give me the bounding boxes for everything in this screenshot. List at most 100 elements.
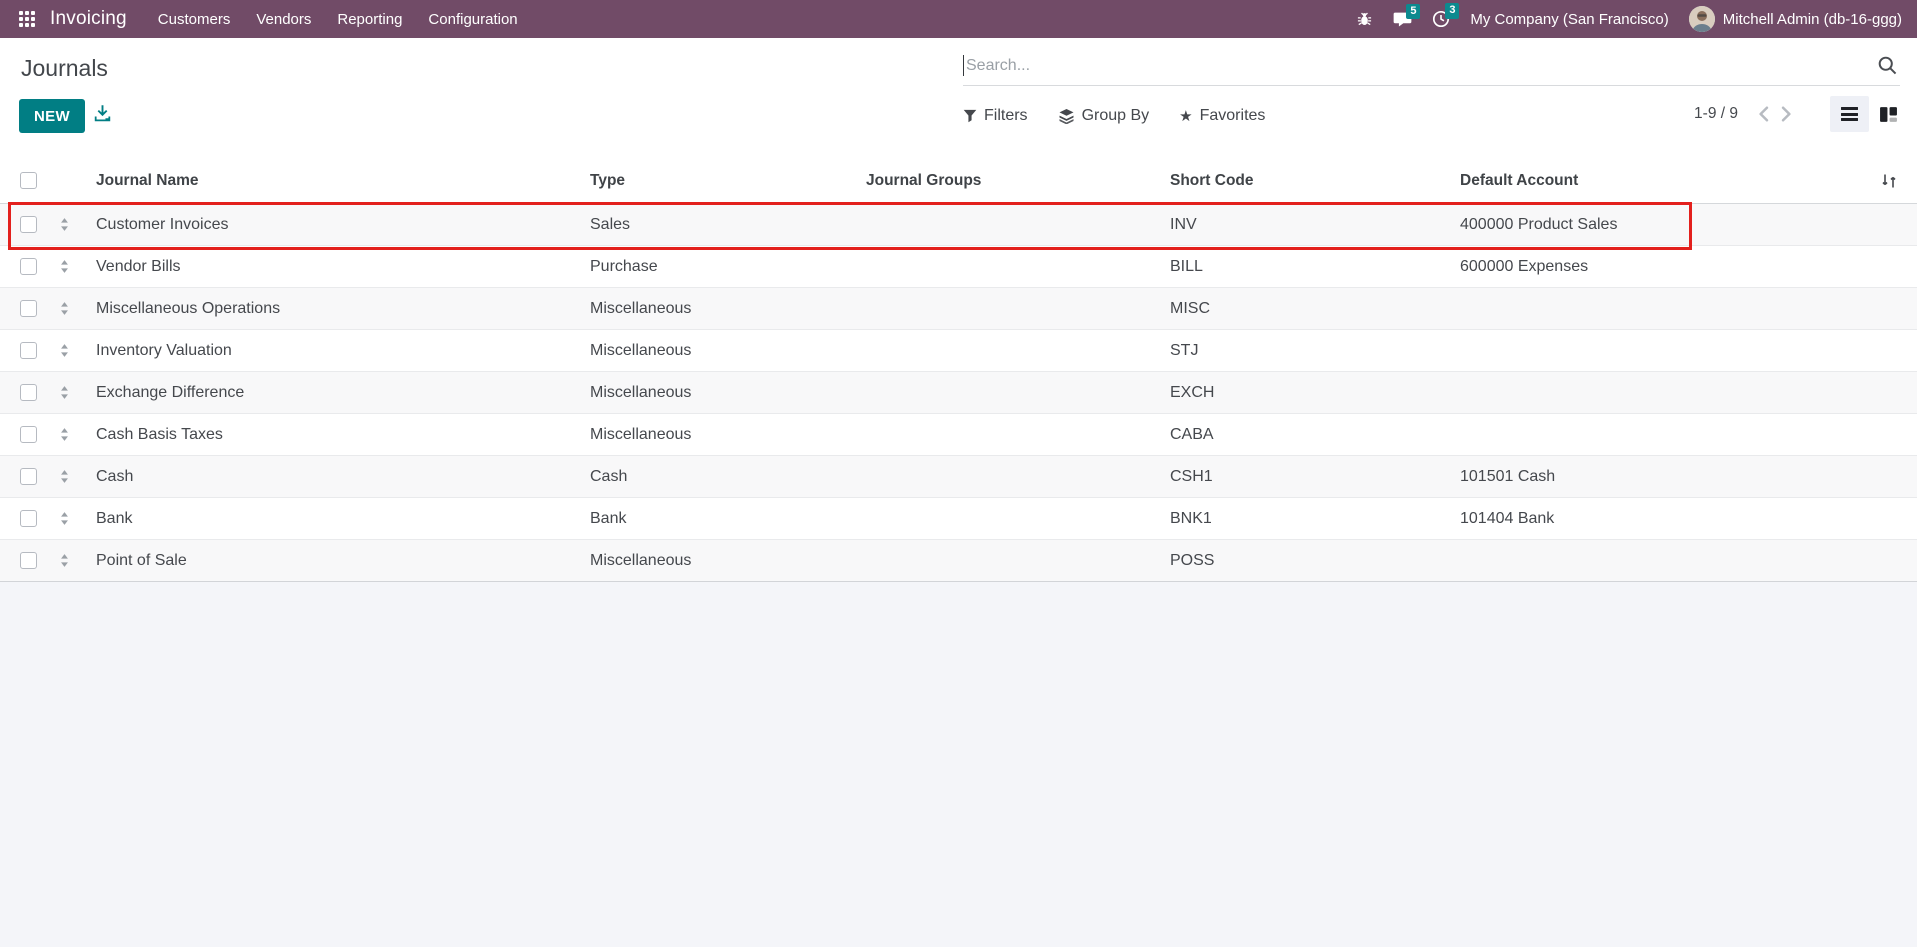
activities-button[interactable]: 3: [1432, 3, 1460, 28]
control-panel: Journals NEW Filters: [0, 38, 1917, 158]
search-icon[interactable]: [1877, 55, 1898, 76]
short-code-cell: EXCH: [1170, 383, 1215, 401]
journal-name-cell: Bank: [96, 509, 133, 527]
table-row[interactable]: Vendor Bills Purchase BILL 600000 Expens…: [0, 246, 1917, 288]
short-code-cell: INV: [1170, 215, 1197, 233]
up-down-arrows-icon[interactable]: [58, 553, 71, 568]
type-cell: Miscellaneous: [590, 551, 692, 569]
table-row[interactable]: Point of Sale Miscellaneous POSS: [0, 540, 1917, 582]
list-view-button[interactable]: [1830, 96, 1869, 132]
short-code-cell: CSH1: [1170, 467, 1213, 485]
export-button[interactable]: [93, 104, 112, 123]
journal-name-cell: Vendor Bills: [96, 257, 181, 275]
nav-menu-customers[interactable]: Customers: [157, 10, 231, 28]
user-menu[interactable]: Mitchell Admin (db-16-ggg): [1688, 6, 1902, 32]
list-icon: [1841, 105, 1858, 123]
short-code-cell: CABA: [1170, 425, 1214, 443]
row-checkbox[interactable]: [20, 342, 37, 359]
column-header-short-code[interactable]: Short Code: [1170, 171, 1254, 189]
row-checkbox[interactable]: [20, 468, 37, 485]
company-switcher[interactable]: My Company (San Francisco): [1470, 10, 1669, 28]
new-button[interactable]: NEW: [19, 99, 85, 133]
favorites-button[interactable]: ★ Favorites: [1179, 107, 1265, 125]
clock-icon: [1432, 10, 1450, 28]
table-row[interactable]: Inventory Valuation Miscellaneous STJ: [0, 330, 1917, 372]
table-row[interactable]: Miscellaneous Operations Miscellaneous M…: [0, 288, 1917, 330]
messages-button[interactable]: 5: [1393, 3, 1421, 28]
short-code-cell: MISC: [1170, 299, 1210, 317]
up-down-arrows-icon[interactable]: [58, 385, 71, 400]
up-down-arrows-icon[interactable]: [58, 343, 71, 358]
nav-menu-configuration[interactable]: Configuration: [428, 10, 518, 28]
type-cell: Purchase: [590, 257, 658, 275]
short-code-cell: STJ: [1170, 341, 1199, 359]
type-cell: Miscellaneous: [590, 341, 692, 359]
optional-columns-button[interactable]: [1861, 173, 1917, 189]
row-checkbox[interactable]: [20, 216, 37, 233]
default-account-cell: 400000 Product Sales: [1460, 215, 1618, 233]
user-name: Mitchell Admin (db-16-ggg): [1722, 10, 1902, 28]
nav-menu-vendors[interactable]: Vendors: [256, 10, 312, 28]
nav-menu-reporting[interactable]: Reporting: [337, 10, 403, 28]
default-account-cell: 101404 Bank: [1460, 509, 1555, 527]
pager-previous-button[interactable]: [1752, 102, 1775, 126]
row-checkbox[interactable]: [20, 384, 37, 401]
debug-button[interactable]: [1356, 11, 1373, 28]
type-cell: Miscellaneous: [590, 425, 692, 443]
view-switcher: [1830, 96, 1908, 132]
search-input[interactable]: [964, 56, 1877, 75]
top-navbar: Invoicing Customers Vendors Reporting Co…: [0, 0, 1917, 38]
column-header-journal-groups[interactable]: Journal Groups: [866, 171, 982, 189]
apps-menu-button[interactable]: [10, 0, 44, 38]
short-code-cell: POSS: [1170, 551, 1215, 569]
journal-name-cell: Cash Basis Taxes: [96, 425, 223, 443]
row-checkbox[interactable]: [20, 258, 37, 275]
journal-name-cell: Customer Invoices: [96, 215, 229, 233]
up-down-arrows-icon[interactable]: [58, 259, 71, 274]
select-all-checkbox[interactable]: [20, 172, 37, 189]
table-row[interactable]: Cash Basis Taxes Miscellaneous CABA: [0, 414, 1917, 456]
row-checkbox[interactable]: [20, 510, 37, 527]
pager-next-button[interactable]: [1775, 102, 1798, 126]
column-header-journal-name[interactable]: Journal Name: [96, 171, 199, 189]
journal-name-cell: Miscellaneous Operations: [96, 299, 281, 317]
row-checkbox[interactable]: [20, 300, 37, 317]
page-title: Journals: [21, 55, 108, 81]
journal-name-cell: Cash: [96, 467, 134, 485]
type-cell: Miscellaneous: [590, 299, 692, 317]
user-avatar: [1688, 6, 1715, 32]
filters-button[interactable]: Filters: [963, 107, 1028, 125]
group-by-button[interactable]: Group By: [1058, 107, 1149, 125]
kanban-icon: [1879, 106, 1898, 123]
column-header-type[interactable]: Type: [590, 171, 626, 189]
table-rows: Customer Invoices Sales INV 400000 Produ…: [0, 204, 1917, 582]
messages-count-badge: 5: [1406, 3, 1421, 19]
up-down-arrows-icon[interactable]: [58, 301, 71, 316]
default-account-cell: 101501 Cash: [1460, 467, 1556, 485]
page-background: [0, 582, 1917, 943]
up-down-arrows-icon[interactable]: [58, 217, 71, 232]
column-header-default-account[interactable]: Default Account: [1460, 171, 1579, 189]
table-row[interactable]: Exchange Difference Miscellaneous EXCH: [0, 372, 1917, 414]
app-name[interactable]: Invoicing: [50, 8, 127, 29]
apps-grid-icon: [19, 11, 35, 27]
favorites-label: Favorites: [1199, 107, 1266, 124]
activities-count-badge: 3: [1445, 3, 1460, 19]
star-icon: ★: [1179, 107, 1193, 125]
up-down-arrows-icon[interactable]: [58, 469, 71, 484]
search-facets: Filters Group By ★ Favorites: [963, 98, 1265, 134]
row-checkbox[interactable]: [20, 426, 37, 443]
row-checkbox[interactable]: [20, 552, 37, 569]
table-row[interactable]: Bank Bank BNK1 101404 Bank: [0, 498, 1917, 540]
up-down-arrows-icon[interactable]: [58, 427, 71, 442]
kanban-view-button[interactable]: [1869, 96, 1908, 132]
table-header: Journal Name Type Journal Groups Short C…: [0, 158, 1917, 204]
journal-name-cell: Inventory Valuation: [96, 341, 232, 359]
up-down-arrows-icon[interactable]: [58, 511, 71, 526]
layers-icon: [1058, 108, 1075, 124]
type-cell: Sales: [590, 215, 631, 233]
table-row[interactable]: Customer Invoices Sales INV 400000 Produ…: [0, 204, 1917, 246]
journal-name-cell: Point of Sale: [96, 551, 187, 569]
table-row[interactable]: Cash Cash CSH1 101501 Cash: [0, 456, 1917, 498]
filters-label: Filters: [984, 107, 1028, 124]
